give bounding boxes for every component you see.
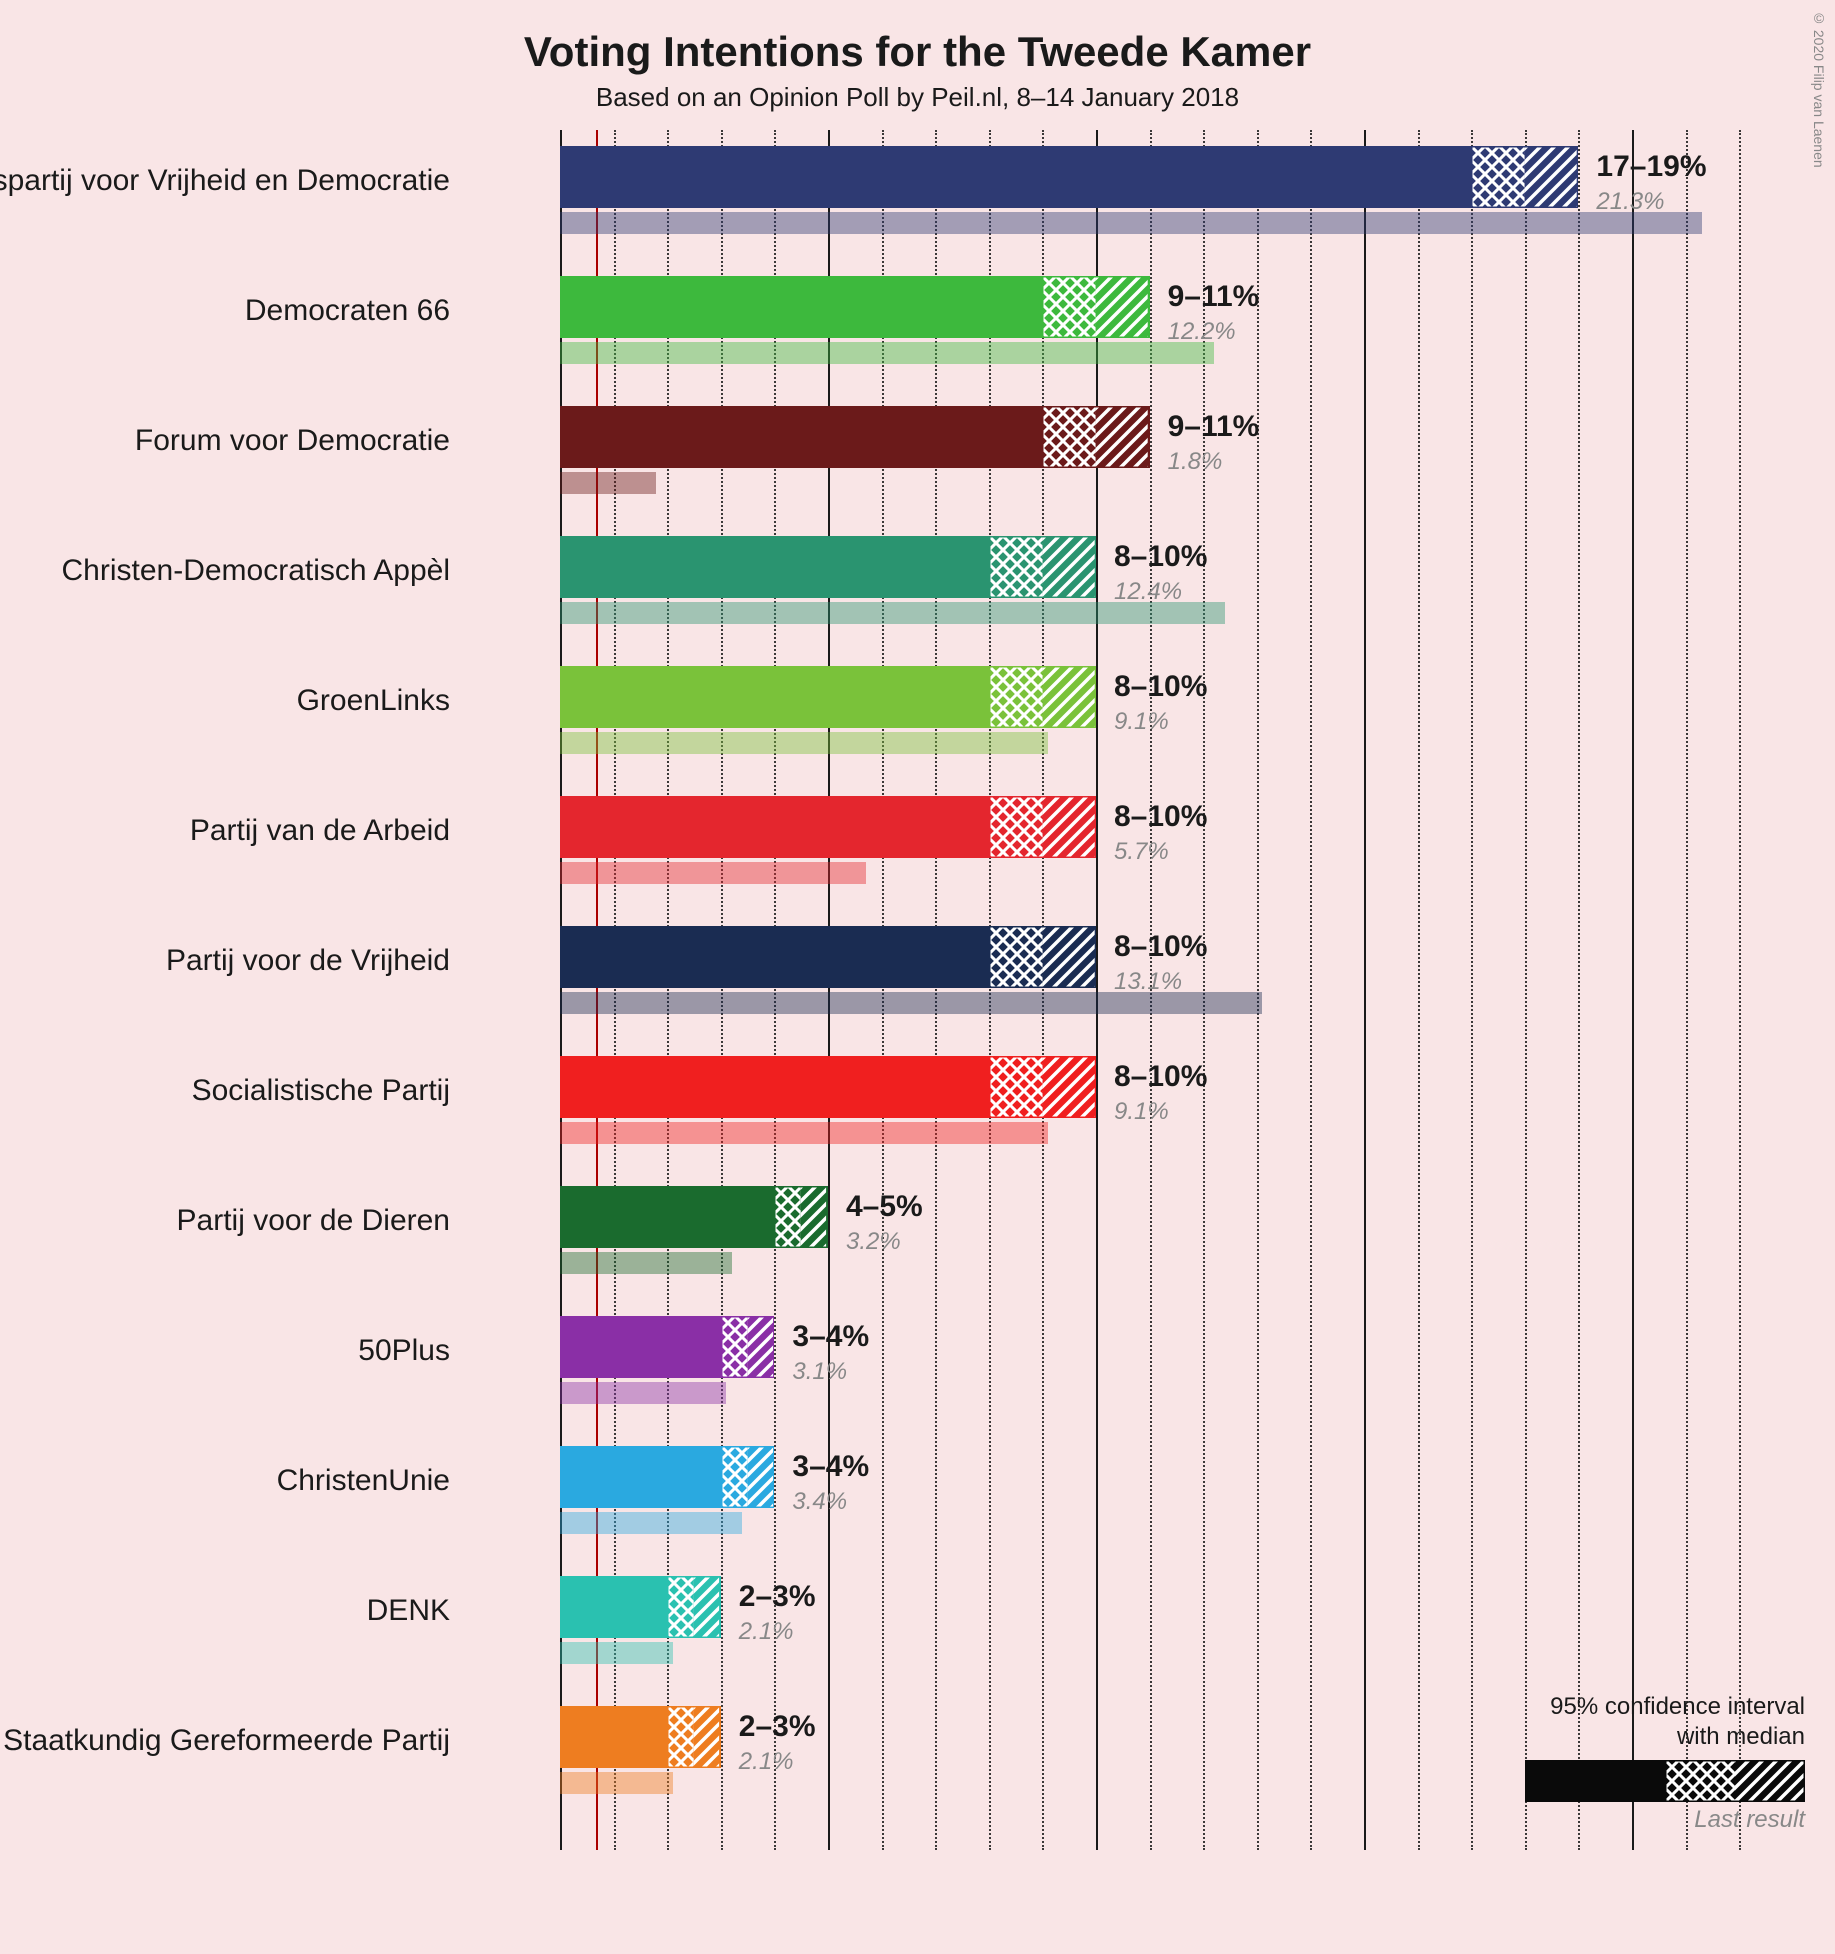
- party-row-gl: GroenLinks8–10%9.1%: [560, 660, 1740, 790]
- value-range: 8–10%: [1114, 930, 1207, 964]
- bar-ci: [667, 1706, 721, 1768]
- legend-ci-label: 95% confidence interval with median: [1465, 1692, 1805, 1752]
- value-range: 8–10%: [1114, 670, 1207, 704]
- bar-solid: [560, 1056, 989, 1118]
- party-row-sp: Socialistische Partij8–10%9.1%: [560, 1050, 1740, 1180]
- party-label: Partij voor de Vrijheid: [0, 944, 450, 978]
- bar-last-result: [560, 212, 1702, 234]
- value-range: 8–10%: [1114, 800, 1207, 834]
- bar-last-result: [560, 1122, 1048, 1144]
- value-last: 3.2%: [846, 1228, 901, 1256]
- value-range: 2–3%: [739, 1710, 816, 1744]
- party-label: 50Plus: [0, 1334, 450, 1368]
- party-label: Partij van de Arbeid: [0, 814, 450, 848]
- bar-ci: [721, 1316, 775, 1378]
- bar-ci: [989, 796, 1096, 858]
- party-label: Partij voor de Dieren: [0, 1204, 450, 1238]
- bar-last-result: [560, 1252, 732, 1274]
- party-row-pvda: Partij van de Arbeid8–10%5.7%: [560, 790, 1740, 920]
- party-row-cu: ChristenUnie3–4%3.4%: [560, 1440, 1740, 1570]
- bar-solid: [560, 796, 989, 858]
- party-row-50plus: 50Plus3–4%3.1%: [560, 1310, 1740, 1440]
- value-range: 8–10%: [1114, 540, 1207, 574]
- value-last: 13.1%: [1114, 968, 1182, 996]
- value-last: 5.7%: [1114, 838, 1169, 866]
- value-range: 3–4%: [792, 1450, 869, 1484]
- party-label: DENK: [0, 1594, 450, 1628]
- value-range: 2–3%: [739, 1580, 816, 1614]
- value-last: 3.4%: [792, 1488, 847, 1516]
- value-range: 9–11%: [1168, 280, 1260, 314]
- value-last: 9.1%: [1114, 1098, 1169, 1126]
- party-label: Staatkundig Gereformeerde Partij: [0, 1724, 450, 1758]
- bar-ci: [989, 1056, 1096, 1118]
- legend-last-label: Last result: [1465, 1806, 1805, 1834]
- party-label: GroenLinks: [0, 684, 450, 718]
- bar-last-result: [560, 472, 656, 494]
- bar-solid: [560, 1576, 667, 1638]
- chart-title: Voting Intentions for the Tweede Kamer: [0, 0, 1835, 76]
- value-last: 21.3%: [1596, 188, 1664, 216]
- bar-last-result: [560, 1772, 673, 1794]
- bar-solid: [560, 146, 1471, 208]
- value-last: 12.2%: [1168, 318, 1236, 346]
- bar-last-result: [560, 862, 866, 884]
- bar-ci: [1042, 276, 1149, 338]
- legend: 95% confidence interval with median Last…: [1465, 1692, 1805, 1834]
- bar-ci: [989, 926, 1096, 988]
- value-range: 17–19%: [1596, 150, 1706, 184]
- party-row-pvdd: Partij voor de Dieren4–5%3.2%: [560, 1180, 1740, 1310]
- legend-bar-sample: [1465, 1760, 1805, 1802]
- bar-ci: [774, 1186, 828, 1248]
- bar-last-result: [560, 1512, 742, 1534]
- party-label: Socialistische Partij: [0, 1074, 450, 1108]
- value-last: 12.4%: [1114, 578, 1182, 606]
- value-range: 3–4%: [792, 1320, 869, 1354]
- bar-last-result: [560, 342, 1214, 364]
- party-row-pvv: Partij voor de Vrijheid8–10%13.1%: [560, 920, 1740, 1050]
- legend-ci-line2: with median: [1677, 1723, 1805, 1750]
- party-row-vvd: Volkspartij voor Vrijheid en Democratie1…: [560, 140, 1740, 270]
- bar-ci: [721, 1446, 775, 1508]
- bar-ci: [989, 666, 1096, 728]
- bar-solid: [560, 536, 989, 598]
- bar-solid: [560, 666, 989, 728]
- legend-ci-line1: 95% confidence interval: [1550, 1693, 1805, 1720]
- bar-ci: [667, 1576, 721, 1638]
- party-row-denk: DENK2–3%2.1%: [560, 1570, 1740, 1700]
- value-range: 8–10%: [1114, 1060, 1207, 1094]
- party-label: Forum voor Democratie: [0, 424, 450, 458]
- bar-solid: [560, 926, 989, 988]
- party-label: Volkspartij voor Vrijheid en Democratie: [0, 164, 450, 198]
- chart-subtitle: Based on an Opinion Poll by Peil.nl, 8–1…: [0, 76, 1835, 113]
- party-label: ChristenUnie: [0, 1464, 450, 1498]
- party-label: Christen-Democratisch Appèl: [0, 554, 450, 588]
- value-last: 2.1%: [739, 1618, 794, 1646]
- bar-last-result: [560, 1642, 673, 1664]
- bar-solid: [560, 276, 1042, 338]
- party-row-fvd: Forum voor Democratie9–11%1.8%: [560, 400, 1740, 530]
- party-row-d66: Democraten 669–11%12.2%: [560, 270, 1740, 400]
- value-range: 9–11%: [1168, 410, 1260, 444]
- bar-solid: [560, 1706, 667, 1768]
- value-range: 4–5%: [846, 1190, 923, 1224]
- value-last: 3.1%: [792, 1358, 847, 1386]
- plot-area: Volkspartij voor Vrijheid en Democratie1…: [560, 130, 1740, 1850]
- bar-solid: [560, 1446, 721, 1508]
- bar-last-result: [560, 1382, 726, 1404]
- party-label: Democraten 66: [0, 294, 450, 328]
- value-last: 1.8%: [1168, 448, 1223, 476]
- bar-solid: [560, 1316, 721, 1378]
- value-last: 2.1%: [739, 1748, 794, 1776]
- bar-ci: [1042, 406, 1149, 468]
- bar-last-result: [560, 732, 1048, 754]
- value-last: 9.1%: [1114, 708, 1169, 736]
- bar-solid: [560, 406, 1042, 468]
- party-row-cda: Christen-Democratisch Appèl8–10%12.4%: [560, 530, 1740, 660]
- chart-area: Volkspartij voor Vrijheid en Democratie 1…: [0, 130, 1835, 1890]
- bar-ci: [989, 536, 1096, 598]
- bar-ci: [1471, 146, 1578, 208]
- bar-solid: [560, 1186, 774, 1248]
